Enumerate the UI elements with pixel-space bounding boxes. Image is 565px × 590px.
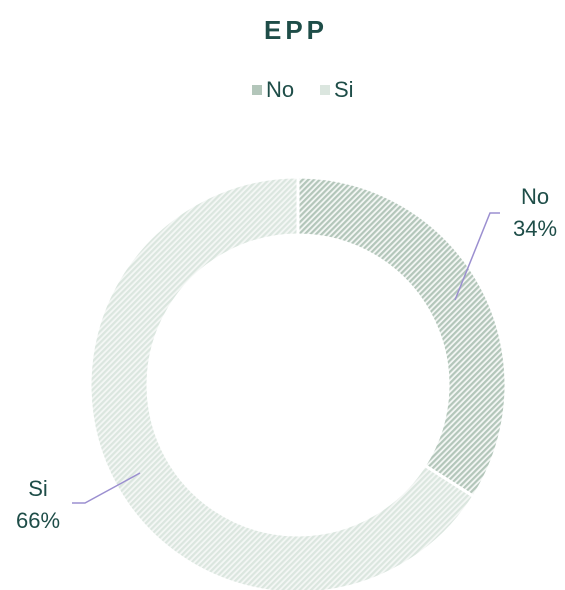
data-label-category: No (521, 184, 549, 209)
legend-label: Si (334, 77, 354, 102)
leader-line (72, 472, 141, 504)
leader-line (454, 212, 500, 301)
donut-slice (296, 175, 508, 499)
legend-label: No (266, 77, 294, 102)
chart-title: EPP (264, 15, 328, 45)
donut-slice (88, 175, 476, 590)
data-label-category: Si (28, 476, 48, 501)
data-label-value: 34% (513, 216, 557, 241)
legend-swatch (252, 85, 262, 95)
data-label-value: 66% (16, 508, 60, 533)
legend-swatch (320, 85, 330, 95)
